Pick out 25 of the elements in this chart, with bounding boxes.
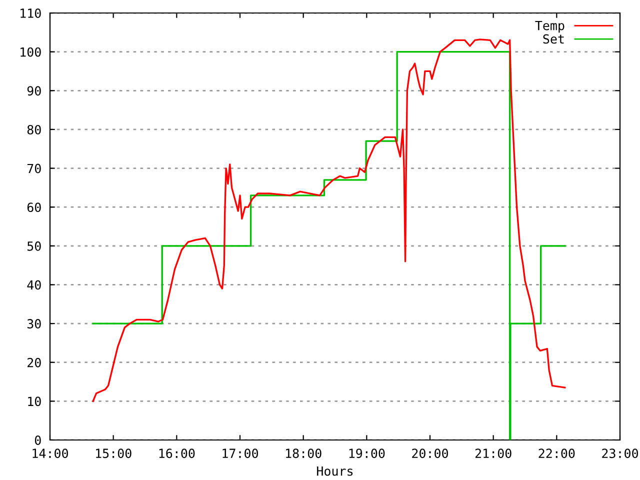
y-tick-label: 70 [27, 164, 41, 174]
y-tick-label: 60 [27, 202, 41, 212]
y-tick-label: 100 [20, 47, 41, 57]
x-tick-label: 17:00 [222, 448, 258, 458]
x-tick-label: 19:00 [349, 448, 385, 458]
x-axis-title: Hours [317, 466, 353, 476]
y-tick-label: 110 [20, 8, 41, 18]
y-tick-label: 50 [27, 241, 41, 251]
y-tick-label: 10 [28, 396, 41, 406]
x-tick-label: 14:00 [32, 448, 68, 458]
legend-label: Set [543, 34, 564, 44]
y-tick-label: 0 [34, 436, 41, 445]
y-tick-label: 80 [27, 124, 41, 134]
y-tick-label: 20 [28, 358, 41, 368]
x-tick-label: 18:00 [286, 448, 322, 458]
y-tick-label: 40 [27, 280, 41, 290]
x-tick-label: 21:00 [475, 448, 512, 458]
legend-label: Temp [535, 20, 564, 33]
y-tick-label: 90 [27, 86, 41, 96]
x-tick-label: 16:00 [159, 448, 195, 458]
y-tick-label: 30 [27, 319, 41, 329]
x-tick-label: 15:00 [96, 448, 132, 458]
x-tick-label: 23:00 [602, 448, 638, 458]
x-tick-label: 22:00 [538, 448, 575, 458]
x-tick-label: 20:00 [412, 448, 448, 458]
